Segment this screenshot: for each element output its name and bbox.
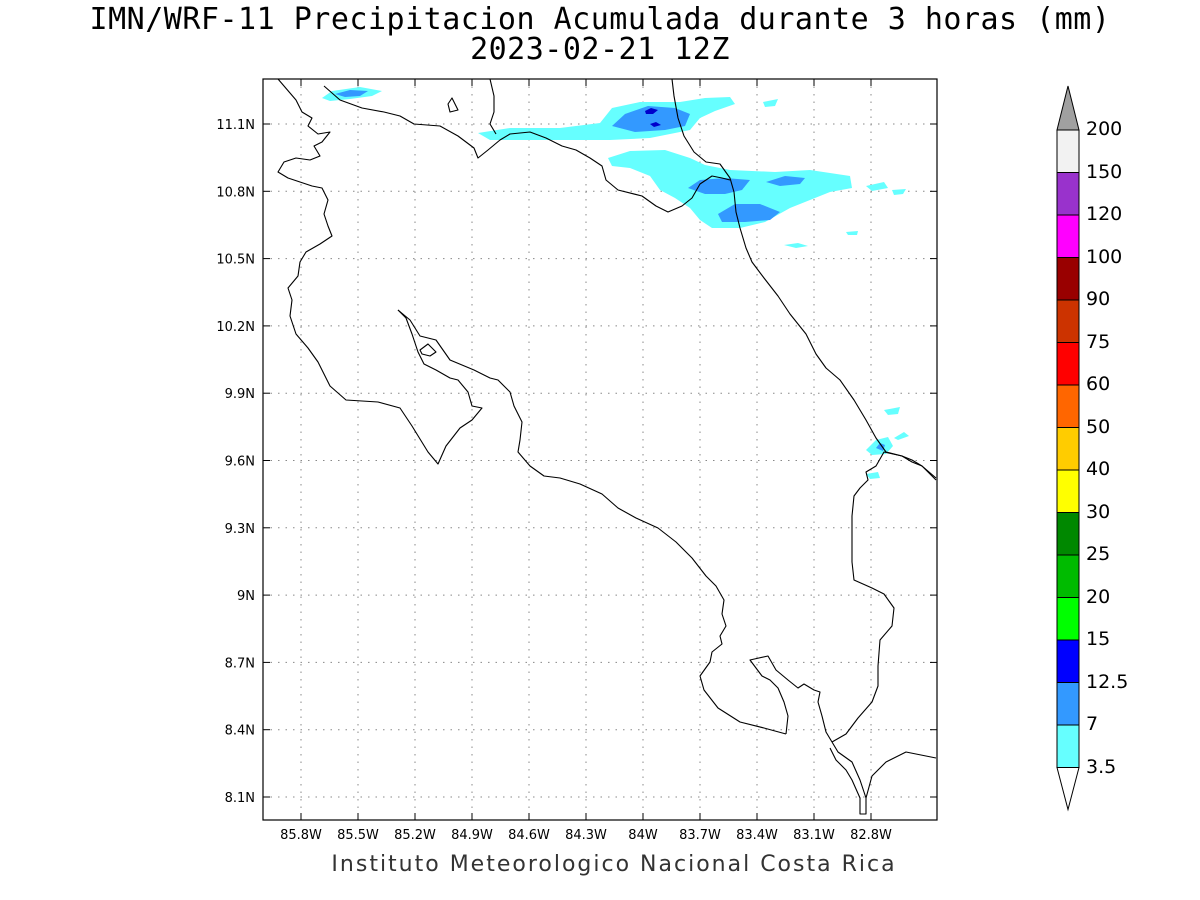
osa-peninsula-coast xyxy=(749,655,833,743)
colorbar-segment xyxy=(1056,384,1080,428)
colorbar-segment xyxy=(1056,639,1080,683)
lon-tick-label: 83.7W xyxy=(679,828,721,843)
precip-area-heavy xyxy=(650,122,661,127)
colorbar-segment xyxy=(1056,129,1080,173)
precip-area-light xyxy=(894,432,909,440)
colorbar-label: 3.5 xyxy=(1086,755,1117,778)
colorbar-top-arrow xyxy=(1056,85,1080,131)
precipitation-areas xyxy=(322,87,909,479)
lat-tick-label: 9N xyxy=(237,589,255,604)
latitude-labels: 11.1N 10.8N 10.5N 10.2N 9.9N 9.6N 9.3N 9N 8.7N 8.… xyxy=(216,118,255,806)
precip-area-medium xyxy=(335,90,368,97)
lon-tick-label: 85.5W xyxy=(337,828,379,843)
lat-tick-label: 9.6N xyxy=(225,455,255,470)
longitude-labels: 85.8W 85.5W 85.2W 84.9W 84.6W 84.3W 84W 83.7W 83… xyxy=(280,828,892,843)
lat-tick-label: 10.8N xyxy=(216,185,255,200)
lat-tick-label: 9.3N xyxy=(225,522,255,537)
colorbar-segment xyxy=(1056,214,1080,258)
colorbar-segment xyxy=(1056,172,1080,216)
lat-tick-label: 9.9N xyxy=(225,387,255,402)
colorbar-label: 40 xyxy=(1086,458,1111,480)
lat-tick-label: 8.4N xyxy=(225,724,255,739)
precip-area-light xyxy=(846,231,858,235)
colorbar-label: 50 xyxy=(1086,415,1111,438)
colorbar-label: 15 xyxy=(1086,628,1111,650)
south-coast-east xyxy=(865,751,937,799)
lon-tick-label: 84.6W xyxy=(508,828,550,843)
plot-frame xyxy=(262,78,938,821)
precip-area-heavy xyxy=(645,108,658,114)
colorbar-label: 7 xyxy=(1086,713,1099,735)
lon-tick-label: 83.4W xyxy=(736,828,778,843)
colorbar-label: 25 xyxy=(1086,543,1111,565)
precip-area-light xyxy=(763,99,778,107)
colorbar-label: 75 xyxy=(1086,330,1111,353)
lon-tick-label: 84.9W xyxy=(451,828,493,843)
chira-island xyxy=(419,343,437,357)
precip-area-medium xyxy=(718,204,780,222)
lon-tick-label: 82.8W xyxy=(850,828,892,843)
caribbean-coastline xyxy=(671,78,937,479)
colorbar-segment xyxy=(1056,299,1080,343)
colorbar-segment xyxy=(1056,257,1080,301)
precip-area-light xyxy=(784,243,808,248)
precip-area-light xyxy=(892,189,906,195)
lake-outline xyxy=(489,78,497,135)
colorbar-label: 120 xyxy=(1086,203,1123,225)
lat-tick-label: 11.1N xyxy=(216,118,255,133)
lat-tick-label: 10.5N xyxy=(216,253,255,268)
lon-tick-label: 85.2W xyxy=(394,828,436,843)
colorbar-segment xyxy=(1056,342,1080,386)
lon-tick-label: 85.8W xyxy=(280,828,322,843)
lat-tick-label: 8.7N xyxy=(225,656,255,671)
burica-coast xyxy=(829,741,867,815)
lon-tick-label: 84W xyxy=(628,828,658,843)
precip-area-light xyxy=(866,472,880,479)
colorbar-segment xyxy=(1056,554,1080,598)
colorbar-segment xyxy=(1056,724,1080,768)
colorbar-label: 150 xyxy=(1086,160,1123,183)
colorbar-segment xyxy=(1056,597,1080,641)
colorbar-label: 30 xyxy=(1086,500,1111,523)
map-subtitle-date: 2023-02-21 12Z xyxy=(470,32,730,67)
colorbar-label: 60 xyxy=(1086,373,1111,395)
colorbar-label: 20 xyxy=(1086,585,1111,608)
precip-area-light xyxy=(866,182,888,191)
precip-area-medium xyxy=(876,443,885,451)
colorbar-segments xyxy=(1056,85,1080,812)
colorbar-segment xyxy=(1056,512,1080,556)
colorbar xyxy=(1056,85,1080,812)
lat-tick-label: 10.2N xyxy=(216,320,255,335)
colorbar-segment xyxy=(1056,427,1080,471)
colorbar-label: 12.5 xyxy=(1086,670,1129,693)
panama-border xyxy=(831,451,937,743)
map-title: IMN/WRF-11 Precipitacion Acumulada duran… xyxy=(89,2,1111,37)
lon-tick-label: 84.3W xyxy=(565,828,607,843)
colorbar-bottom-arrow xyxy=(1056,767,1080,812)
footer-institute: Instituto Meteorologico Nacional Costa R… xyxy=(331,852,897,877)
precip-area-light xyxy=(884,407,900,415)
colorbar-label: 200 xyxy=(1086,118,1123,140)
lat-tick-label: 8.1N xyxy=(225,791,255,806)
precip-area-medium xyxy=(612,106,690,132)
island-outline xyxy=(447,97,459,113)
colorbar-label: 90 xyxy=(1086,288,1111,310)
nicaragua-border xyxy=(323,85,731,213)
precip-area-medium xyxy=(766,176,805,186)
grid-lines xyxy=(263,79,937,820)
colorbar-segment xyxy=(1056,682,1080,726)
lon-tick-label: 83.1W xyxy=(793,828,835,843)
colorbar-label: 100 xyxy=(1086,245,1123,268)
colorbar-segment xyxy=(1056,469,1080,513)
pacific-coastline xyxy=(277,78,483,465)
nicoya-gulf-coast xyxy=(397,309,787,735)
coastline-borders xyxy=(277,78,937,815)
